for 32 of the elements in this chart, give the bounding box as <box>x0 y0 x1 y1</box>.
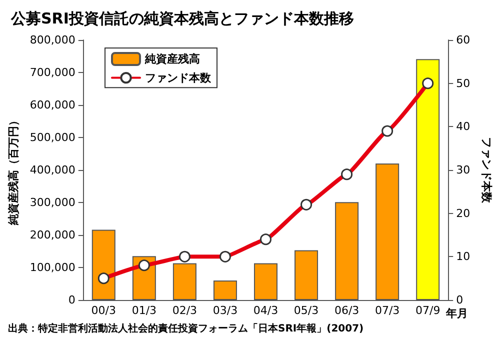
y-tick-label: 400,000 <box>30 164 76 176</box>
x-tick-label: 01/3 <box>132 304 157 317</box>
x-tick-label: 07/9 <box>415 304 440 317</box>
y-tick-label: 800,000 <box>30 34 76 46</box>
y2-tick-label: 20 <box>456 206 470 220</box>
y-tick-label: 500,000 <box>30 131 76 144</box>
y2-tick-label: 40 <box>456 120 470 134</box>
x-tick-label: 00/3 <box>91 304 116 317</box>
x-axis-title: 年月 <box>445 307 468 320</box>
x-tick-label: 07/3 <box>374 304 400 317</box>
x-tick-label: 03/3 <box>212 304 238 317</box>
x-tick-label: 04/3 <box>253 304 278 317</box>
y2-tick-label: 0 <box>456 294 464 306</box>
y2-axis-title: ファンド本数 <box>480 137 493 204</box>
y2-tick-label: 50 <box>456 76 470 90</box>
y2-tick-label: 60 <box>456 34 470 46</box>
y-tick-label: 700,000 <box>30 66 76 79</box>
y-tick-label: 100,000 <box>30 261 76 274</box>
y-tick-label: 600,000 <box>30 98 76 112</box>
source-note: 出典：特定非営利活動法人社会的責任投資フォーラム「日本SRI年報」(2007) <box>8 322 364 334</box>
x-tick-label: 02/3 <box>172 304 198 317</box>
x-tick-label: 05/3 <box>294 304 319 317</box>
y-tick-label: 200,000 <box>30 228 76 242</box>
legend-label: ファンド本数 <box>145 71 212 84</box>
y-tick-label: 300,000 <box>30 196 76 209</box>
y-tick-label: 0 <box>68 294 76 306</box>
y2-tick-label: 10 <box>456 250 470 264</box>
y-axis-title: 純資産残高（百万円） <box>7 115 20 226</box>
x-tick-label: 06/3 <box>334 304 360 317</box>
y2-tick-label: 30 <box>456 164 470 176</box>
chart-title: 公募SRI投資信託の純資本残高とファンド本数推移 <box>10 10 354 28</box>
legend-label: 純資産残高 <box>144 52 200 66</box>
